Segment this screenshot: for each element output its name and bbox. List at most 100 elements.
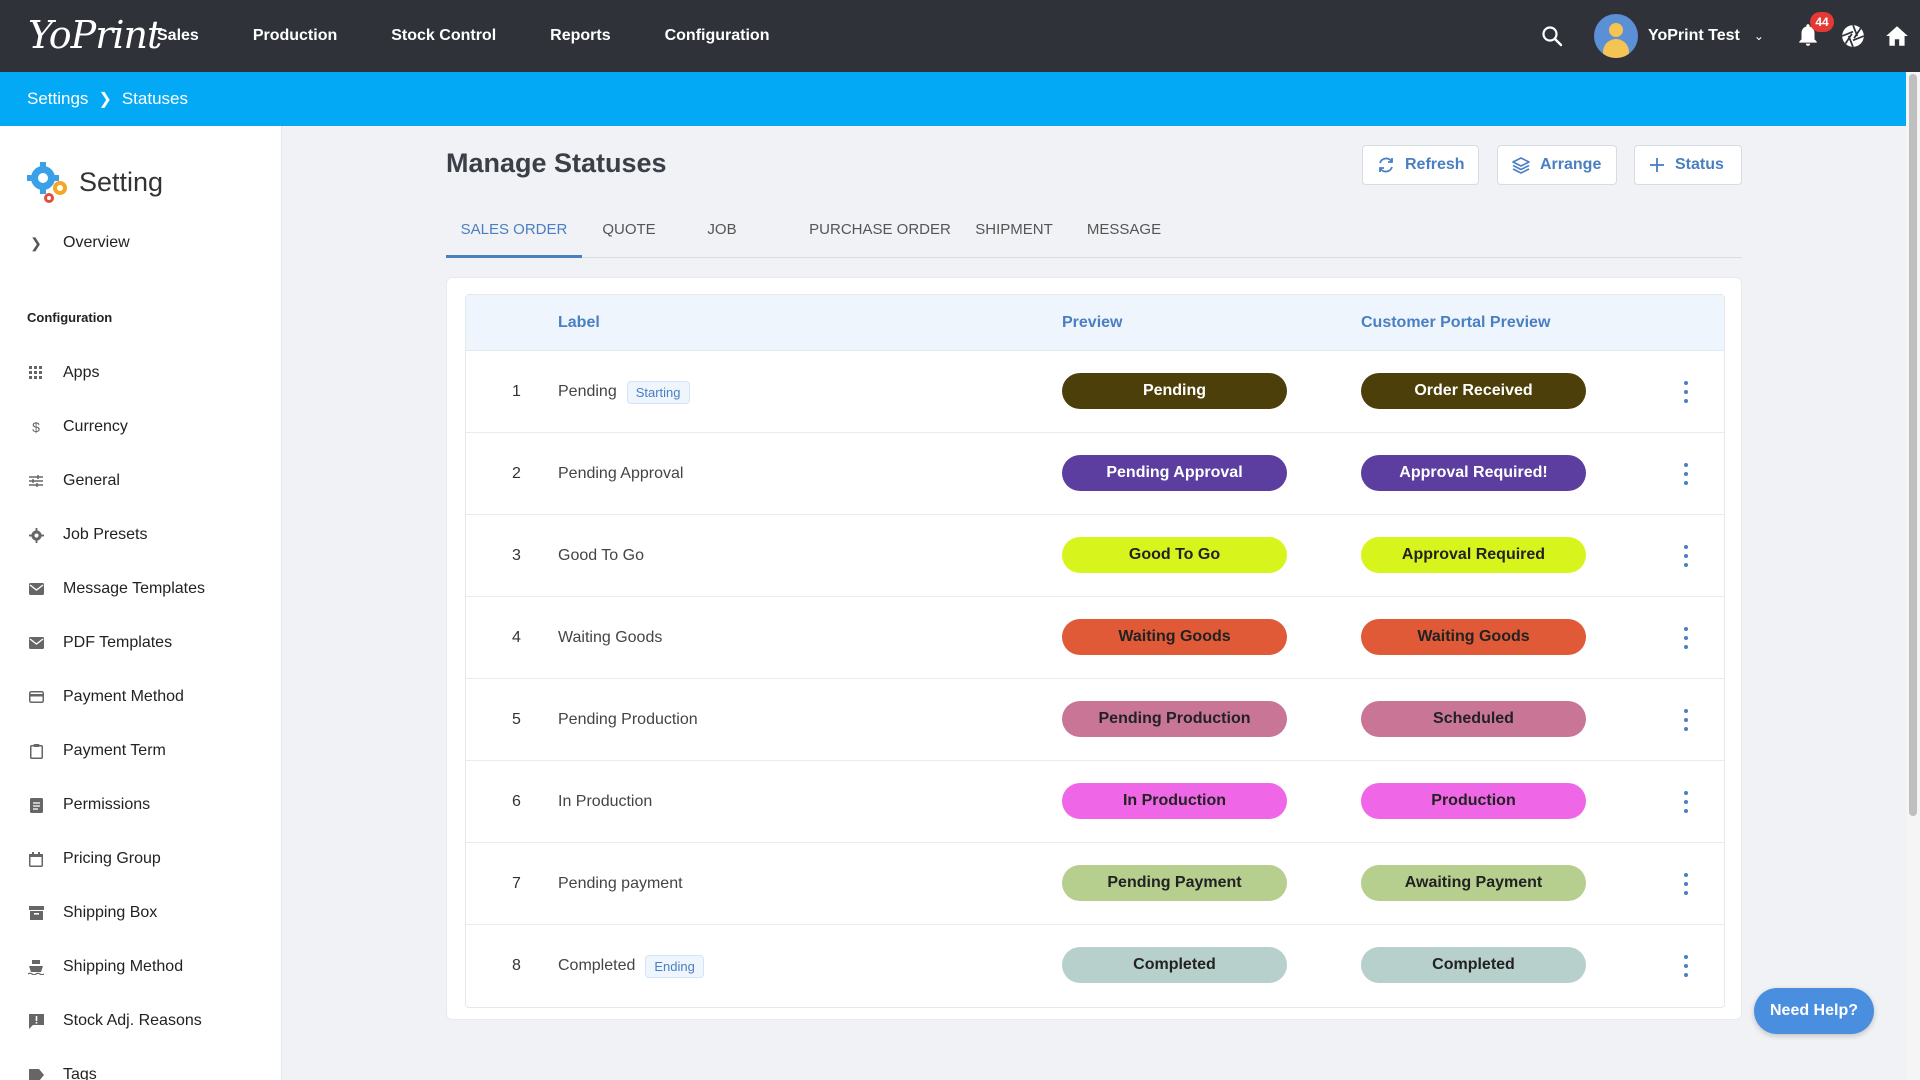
more-options-icon[interactable] — [1676, 952, 1696, 980]
add-status-button[interactable]: Status — [1634, 145, 1742, 185]
nav-sales[interactable]: Sales — [157, 27, 199, 44]
more-options-icon[interactable] — [1676, 542, 1696, 570]
more-options-icon[interactable] — [1676, 788, 1696, 816]
status-label-text: Pending Approval — [558, 465, 684, 482]
refresh-button[interactable]: Refresh — [1362, 145, 1479, 185]
sidebar-item-payment-method[interactable]: Payment Method — [27, 670, 205, 724]
gear-icon — [27, 526, 45, 544]
status-label-text: Pending Production — [558, 711, 698, 728]
refresh-label: Refresh — [1405, 156, 1465, 173]
sidebar-item-label: Payment Method — [63, 688, 184, 705]
table-row[interactable]: 7 Pending payment Pending Payment Awaiting … — [466, 843, 1724, 925]
page-scrollbar[interactable] — [1906, 72, 1920, 1080]
yoprint-logo[interactable]: YoPrint — [28, 13, 162, 57]
status-label: Status — [1675, 156, 1724, 173]
sidebar-item-label: Shipping Box — [63, 904, 158, 921]
portal-preview-pill: Approval Required! — [1361, 455, 1586, 491]
archive-icon — [27, 904, 45, 922]
sidebar-item-payment-term[interactable]: Payment Term — [27, 724, 205, 778]
mail-icon — [27, 634, 45, 652]
more-options-icon[interactable] — [1676, 378, 1696, 406]
table-row[interactable]: 4 Waiting Goods Waiting Goods Waiting Goods — [466, 597, 1724, 679]
sidebar-item-shipping-method[interactable]: Shipping Method — [27, 940, 205, 994]
need-help-button[interactable]: Need Help? — [1754, 988, 1874, 1034]
breadcrumb-settings[interactable]: Settings — [27, 89, 89, 108]
status-preview-pill: Good To Go — [1062, 537, 1287, 573]
more-options-icon[interactable] — [1676, 624, 1696, 652]
sidebar-item-pdf-templates[interactable]: PDF Templates — [27, 616, 205, 670]
table-row[interactable]: 6 In Production In Production Production — [466, 761, 1724, 843]
row-number: 8 — [512, 957, 521, 974]
status-preview-pill: Pending Payment — [1062, 865, 1287, 901]
sidebar-item-overview[interactable]: ❯ Overview — [27, 234, 130, 252]
refresh-icon — [1377, 156, 1395, 174]
sidebar-item-label: Currency — [63, 418, 128, 435]
sidebar-item-apps[interactable]: Apps — [27, 346, 205, 400]
status-tag: Ending — [645, 954, 704, 978]
table-row[interactable]: 3 Good To Go Good To Go Approval Required — [466, 515, 1724, 597]
nav-stock-control[interactable]: Stock Control — [391, 27, 497, 44]
arrange-button[interactable]: Arrange — [1497, 145, 1617, 185]
nav-reports[interactable]: Reports — [550, 27, 611, 44]
tab-message[interactable]: MESSAGE — [1086, 221, 1162, 238]
tab-sales-order[interactable]: SALES ORDER — [446, 212, 582, 258]
nav-configuration[interactable]: Configuration — [664, 27, 770, 44]
table-body: 1 Pending Starting Pending Order Received 2 Pe… — [466, 351, 1724, 1007]
status-preview-pill: Waiting Goods — [1062, 619, 1287, 655]
chevron-down-icon: ⌄ — [1753, 29, 1764, 43]
sidebar-item-general[interactable]: General — [27, 454, 205, 508]
sidebar-section-title: Configuration — [27, 310, 113, 325]
more-options-icon[interactable] — [1676, 706, 1696, 734]
column-label[interactable]: Label — [558, 314, 600, 331]
status-label: Waiting Goods — [558, 597, 662, 679]
avatar — [1594, 14, 1638, 58]
sidebar-item-shipping-box[interactable]: Shipping Box — [27, 886, 205, 940]
more-options-icon[interactable] — [1676, 460, 1696, 488]
scroll-thumb[interactable] — [1909, 74, 1917, 816]
sidebar-item-permissions[interactable]: Permissions — [27, 778, 205, 832]
sidebar-list: Apps $ Currency General Job Presets Mess… — [27, 346, 205, 1080]
table-row[interactable]: 8 Completed Ending Completed Completed — [466, 925, 1724, 1007]
row-number: 6 — [512, 793, 521, 810]
sidebar-item-label: Shipping Method — [63, 958, 184, 975]
portal-preview-pill: Waiting Goods — [1361, 619, 1586, 655]
page-title: Manage Statuses — [446, 148, 667, 178]
sidebar: Setting ❯ Overview Configuration Apps $ … — [0, 126, 282, 1080]
sidebar-item-stock-adj-reasons[interactable]: Stock Adj. Reasons — [27, 994, 205, 1048]
sidebar-item-label: Job Presets — [63, 526, 148, 543]
table-row[interactable]: 1 Pending Starting Pending Order Received — [466, 351, 1724, 433]
status-preview-pill: Pending — [1062, 373, 1287, 409]
tab-job[interactable]: JOB — [707, 221, 737, 238]
search-icon[interactable] — [1540, 24, 1564, 48]
sidebar-item-currency[interactable]: $ Currency — [27, 400, 205, 454]
sidebar-item-pricing-group[interactable]: Pricing Group — [27, 832, 205, 886]
top-navbar: YoPrint Sales Production Stock Control R… — [0, 0, 1920, 72]
sidebar-item-message-templates[interactable]: Message Templates — [27, 562, 205, 616]
feedback-icon — [27, 1012, 45, 1030]
statuses-table: Label Preview Customer Portal Preview 1 P… — [465, 294, 1725, 1008]
tab-shipment[interactable]: SHIPMENT — [975, 221, 1053, 238]
status-label-text: Pending — [558, 383, 617, 400]
portal-preview-pill: Completed — [1361, 947, 1586, 983]
plus-icon — [1649, 156, 1665, 174]
bell-icon[interactable] — [1795, 22, 1821, 48]
status-label: Pending Production — [558, 679, 698, 761]
table-row[interactable]: 5 Pending Production Pending Production Sch… — [466, 679, 1724, 761]
aperture-icon[interactable] — [1840, 23, 1866, 49]
sidebar-item-tags[interactable]: Tags — [27, 1048, 205, 1080]
sidebar-item-label: Permissions — [63, 796, 151, 813]
sidebar-item-job-presets[interactable]: Job Presets — [27, 508, 205, 562]
status-tabs: SALES ORDER QUOTE JOB PURCHASE ORDER SHI… — [446, 212, 1742, 258]
table-row[interactable]: 2 Pending Approval Pending Approval Approva… — [466, 433, 1724, 515]
more-options-icon[interactable] — [1676, 870, 1696, 898]
row-number: 5 — [512, 711, 521, 728]
nav-production[interactable]: Production — [252, 27, 338, 44]
notification-badge: 44 — [1810, 12, 1834, 32]
user-menu[interactable]: YoPrint Test ⌄ — [1594, 14, 1764, 58]
tab-quote[interactable]: QUOTE — [602, 221, 656, 238]
column-portal-preview: Customer Portal Preview — [1361, 314, 1551, 331]
portal-preview-pill: Scheduled — [1361, 701, 1586, 737]
home-icon[interactable] — [1884, 23, 1910, 49]
tab-purchase-order[interactable]: PURCHASE ORDER — [809, 221, 951, 238]
calendar-icon — [27, 850, 45, 868]
